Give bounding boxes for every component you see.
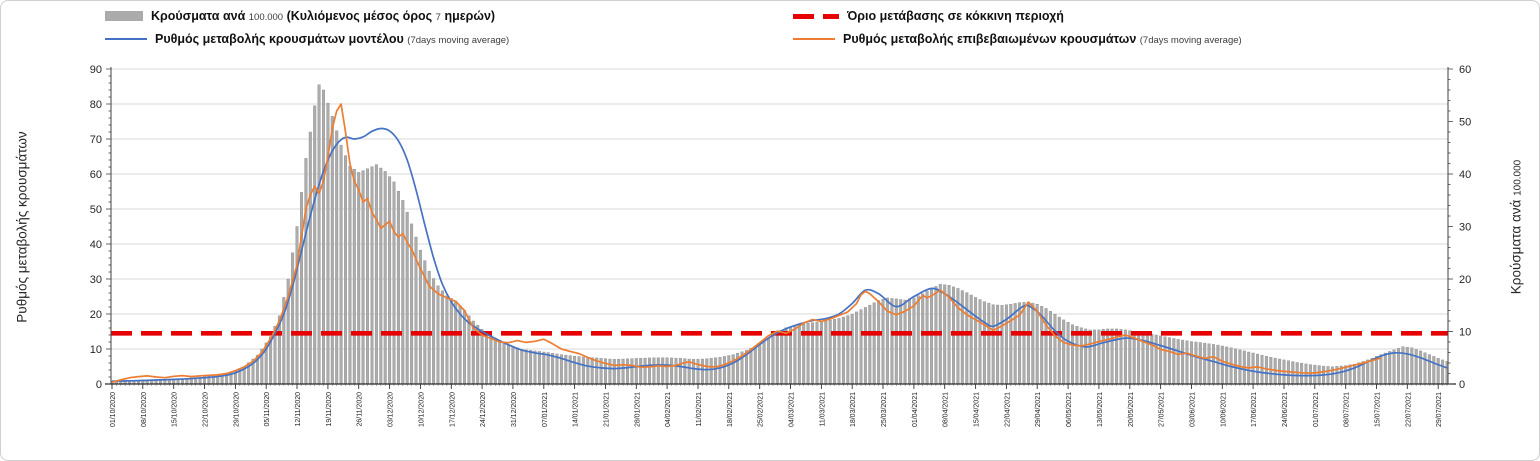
x-tick-label: 29/10/2020 [233, 392, 240, 427]
x-tick-label: 24/12/2020 [480, 392, 487, 427]
legend-label-cases: Κρούσματα ανά 100.000 (Κυλιόμενος μέσος … [151, 9, 496, 23]
x-tick-label: 22/07/2021 [1405, 392, 1412, 427]
x-tick-label: 22/10/2020 [203, 392, 210, 427]
x-tick-label: 10/12/2020 [418, 392, 425, 427]
right-tick-label: 40 [1459, 169, 1471, 181]
x-tick-label: 18/03/2021 [850, 392, 857, 427]
x-tick-label: 25/03/2021 [881, 392, 888, 427]
x-tick-label: 20/05/2021 [1128, 392, 1135, 427]
left-tick-label: 80 [90, 99, 102, 111]
x-tick-label: 15/04/2021 [974, 392, 981, 427]
x-tick-label: 15/10/2020 [172, 392, 179, 427]
x-tick-label: 04/03/2021 [789, 392, 796, 427]
orange-line-swatch-icon [793, 38, 835, 40]
x-tick-label: 01/10/2020 [110, 392, 117, 427]
legend-item-cases-bars: Κρούσματα ανά 100.000 (Κυλιόμενος μέσος … [105, 9, 495, 23]
x-tick-label: 10/06/2021 [1220, 392, 1227, 427]
left-axis-title: Ρυθμός μεταβολής κρουσμάτων [14, 131, 30, 323]
left-tick-label: 90 [90, 64, 102, 76]
x-tick-label: 03/12/2020 [388, 392, 395, 427]
x-tick-label: 15/07/2021 [1375, 392, 1382, 427]
legend-item-confirmed-rate: Ρυθμός μεταβολής επιβεβαιωμένων κρουσμάτ… [793, 32, 1242, 46]
right-tick-label: 50 [1459, 117, 1471, 129]
left-tick-label: 70 [90, 134, 102, 146]
left-tick-label: 50 [90, 204, 102, 216]
right-tick-label: 30 [1459, 222, 1471, 234]
x-tick-label: 04/02/2021 [665, 392, 672, 427]
x-tick-label: 01/04/2021 [912, 392, 919, 427]
x-tick-label: 06/05/2021 [1066, 392, 1073, 427]
x-tick-label: 08/10/2020 [141, 392, 148, 427]
x-tick-label: 29/04/2021 [1035, 392, 1042, 427]
right-tick-label: 20 [1459, 274, 1471, 286]
left-tick-label: 20 [90, 309, 102, 321]
x-tick-label: 27/05/2021 [1159, 392, 1166, 427]
red-dash-swatch-icon [793, 13, 839, 19]
x-tick-label: 29/07/2021 [1436, 392, 1443, 427]
x-tick-label: 07/01/2021 [542, 392, 549, 427]
x-tick-label: 24/06/2021 [1282, 392, 1289, 427]
legend-label-confirmed-rate: Ρυθμός μεταβολής επιβεβαιωμένων κρουσμάτ… [843, 32, 1242, 46]
legend-item-model-rate: Ρυθμός μεταβολής κρουσμάτων μοντέλου (7d… [105, 32, 509, 46]
y-axis-right: 0 10 20 30 40 50 60 [1448, 64, 1471, 391]
right-tick-label: 60 [1459, 64, 1471, 76]
x-tick-label: 14/01/2021 [573, 392, 580, 427]
x-tick-label: 11/03/2021 [819, 392, 826, 427]
left-tick-label: 60 [90, 169, 102, 181]
right-axis-title: Κρούσματα ανά 100.000 [1508, 159, 1524, 295]
x-axis: 01/10/2020 08/10/2020 15/10/2020 22/10/2020… [110, 384, 1448, 427]
left-tick-label: 40 [90, 239, 102, 251]
x-tick-label: 03/06/2021 [1190, 392, 1197, 427]
gridlines [111, 68, 1448, 350]
x-tick-label: 28/01/2021 [634, 392, 641, 427]
x-tick-label: 17/06/2021 [1251, 392, 1258, 427]
blue-line-swatch-icon [105, 38, 147, 40]
x-tick-label: 18/02/2021 [727, 392, 734, 427]
model-line [111, 127, 1448, 383]
x-tick-label: 08/07/2021 [1344, 392, 1351, 427]
x-tick-label: 12/11/2020 [295, 392, 302, 427]
x-tick-label: 08/04/2021 [943, 392, 950, 427]
y-axis-left: 0 10 20 30 40 50 60 70 80 90 [90, 64, 111, 391]
x-tick-label: 17/12/2020 [449, 392, 456, 427]
x-tick-label: 26/11/2020 [357, 392, 364, 427]
x-tick-label: 11/02/2021 [696, 392, 703, 427]
left-tick-label: 0 [96, 379, 102, 391]
x-tick-label: 22/04/2021 [1004, 392, 1011, 427]
bars-series [110, 84, 1449, 385]
left-tick-label: 30 [90, 274, 102, 286]
x-tick-label: 31/12/2020 [511, 392, 518, 427]
legend-label-model-rate: Ρυθμός μεταβολής κρουσμάτων μοντέλου (7d… [155, 32, 510, 46]
x-tick-label: 13/05/2021 [1097, 392, 1104, 427]
x-tick-label: 25/02/2021 [758, 392, 765, 427]
bar-swatch-icon [105, 11, 143, 21]
legend-item-threshold: Όριο μετάβασης σε κόκκινη περιοχή [793, 9, 1064, 23]
x-tick-label: 05/11/2020 [264, 392, 271, 427]
x-tick-label: 21/01/2021 [604, 392, 611, 427]
confirmed-line [111, 103, 1382, 384]
x-tick-label: 19/11/2020 [326, 392, 333, 427]
left-tick-label: 10 [90, 344, 102, 356]
right-tick-label: 0 [1459, 379, 1465, 391]
right-tick-label: 10 [1459, 327, 1471, 339]
legend-label-threshold: Όριο μετάβασης σε κόκκινη περιοχή [847, 9, 1064, 23]
x-tick-label: 01/07/2021 [1313, 392, 1320, 427]
